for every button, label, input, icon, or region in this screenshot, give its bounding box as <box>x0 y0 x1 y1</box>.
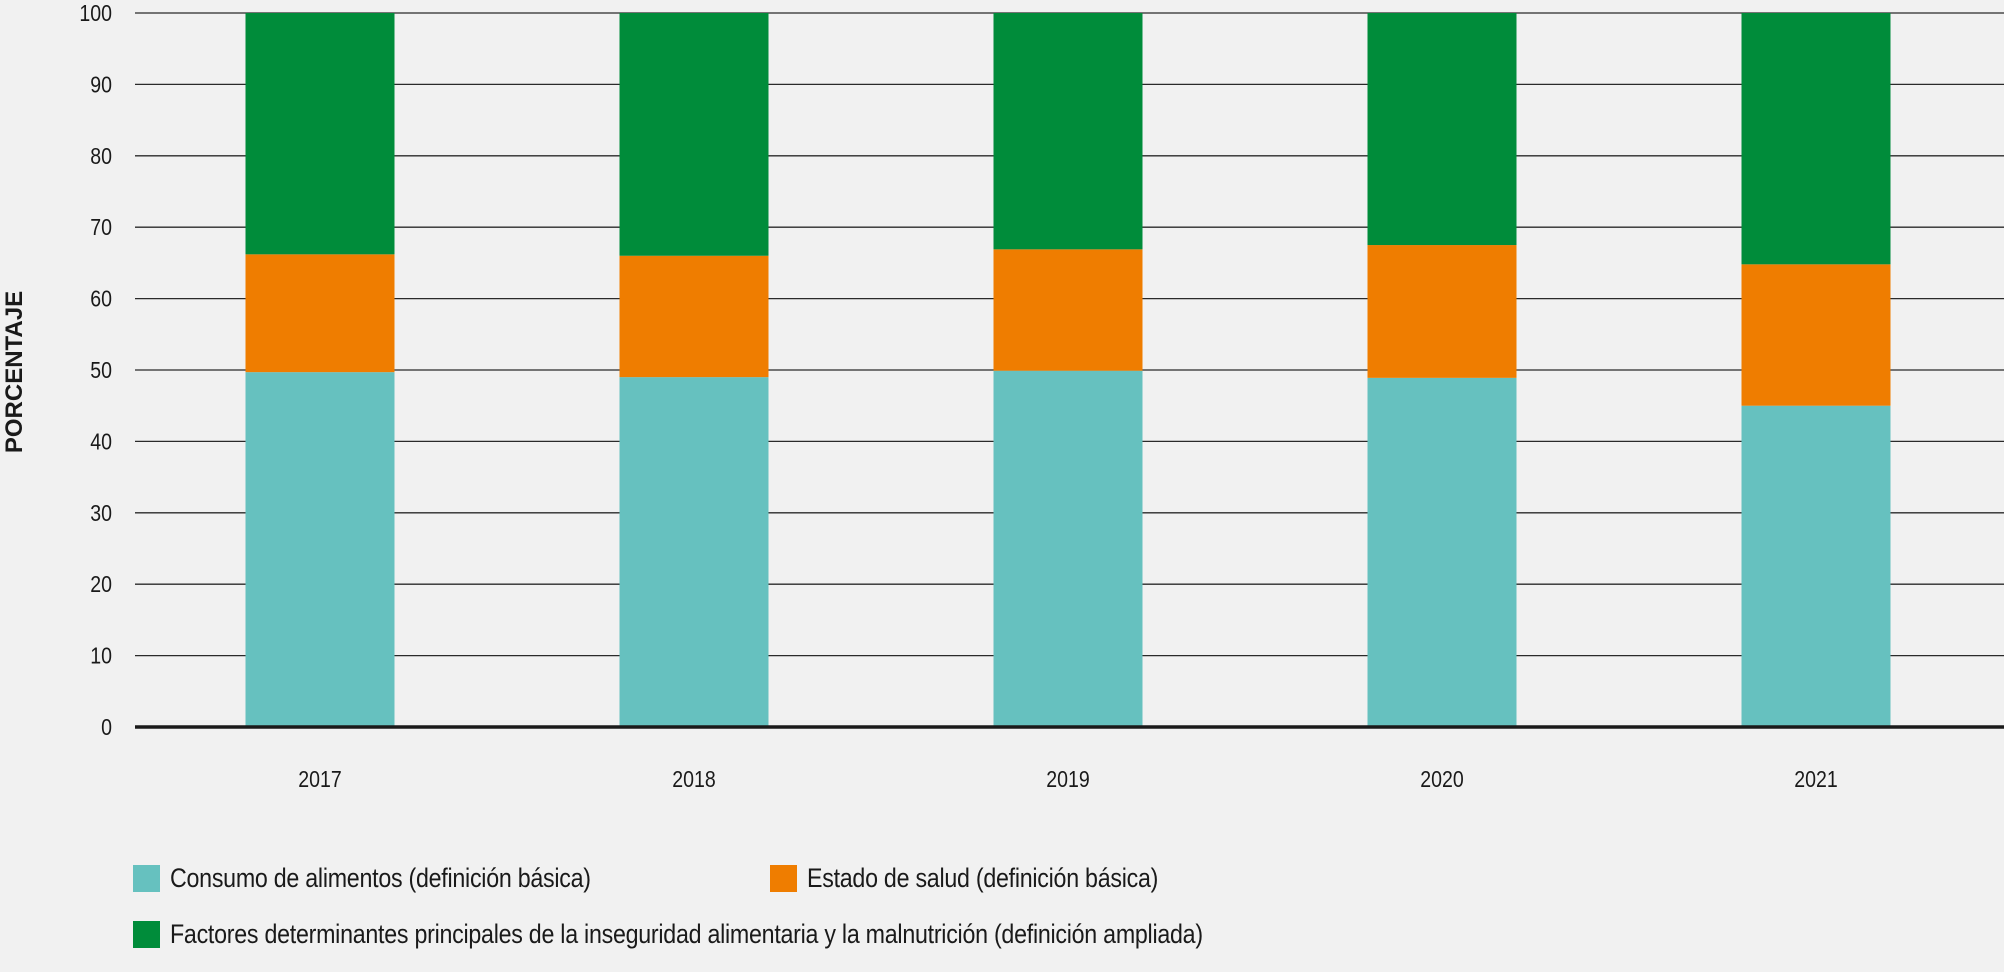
bar-stack-2017 <box>245 13 395 727</box>
bar-stack-2019 <box>993 13 1143 727</box>
bar-segment-consumo-2018 <box>619 377 769 727</box>
bar-stack-2021 <box>1741 13 1891 727</box>
legend-swatch-orange <box>770 864 797 892</box>
bar-segment-consumo-2019 <box>993 370 1143 727</box>
x-tick-label: 2018 <box>672 767 715 793</box>
y-tick-label: 40 <box>90 429 112 455</box>
y-tick-label: 90 <box>90 72 112 98</box>
bar-segment-salud-2019 <box>993 249 1143 371</box>
bar-segment-consumo-2021 <box>1741 405 1891 727</box>
x-axis-ticks: 2017 2018 2019 2020 2021 <box>298 767 1837 793</box>
bar-segment-factores-2018 <box>619 13 769 256</box>
legend-label: Factores determinantes principales de la… <box>170 918 1203 949</box>
legend: Consumo de alimentos (definición básica)… <box>133 860 1993 972</box>
x-tick-label: 2017 <box>298 767 341 793</box>
y-tick-label: 0 <box>101 715 112 741</box>
y-tick-label: 30 <box>90 500 112 526</box>
y-tick-label: 60 <box>90 286 112 312</box>
y-tick-label: 100 <box>79 1 112 27</box>
bar-segment-consumo-2020 <box>1367 377 1517 727</box>
bar-segment-factores-2019 <box>993 13 1143 250</box>
legend-item-consumo: Consumo de alimentos (definición básica) <box>133 863 659 894</box>
x-tick-label: 2019 <box>1046 767 1089 793</box>
bar-segment-salud-2018 <box>619 255 769 378</box>
legend-label: Consumo de alimentos (definición básica) <box>170 862 591 893</box>
bar-segment-factores-2017 <box>245 13 395 255</box>
y-tick-label: 70 <box>90 215 112 241</box>
legend-row-2: Factores determinantes principales de la… <box>133 916 1993 952</box>
bar-stack-2018 <box>619 13 769 727</box>
y-tick-label: 80 <box>90 143 112 169</box>
y-tick-label: 10 <box>90 643 112 669</box>
legend-item-salud: Estado de salud (definición básica) <box>770 863 1215 894</box>
bar-segment-salud-2021 <box>1741 264 1891 406</box>
y-tick-label: 50 <box>90 358 112 384</box>
y-axis-ticks: 0 10 20 30 40 50 60 70 80 90 100 <box>79 1 112 741</box>
bar-segment-salud-2017 <box>245 254 395 373</box>
y-tick-label: 20 <box>90 572 112 598</box>
bars <box>245 13 1891 727</box>
legend-swatch-green <box>133 920 160 948</box>
legend-item-factores: Factores determinantes principales de la… <box>133 919 1371 950</box>
bar-segment-factores-2021 <box>1741 13 1891 265</box>
x-tick-label: 2021 <box>1794 767 1837 793</box>
bar-segment-consumo-2017 <box>245 372 395 727</box>
legend-row-1: Consumo de alimentos (definición básica)… <box>133 860 1993 896</box>
bar-stack-2020 <box>1367 13 1517 727</box>
bar-segment-factores-2020 <box>1367 13 1517 246</box>
y-axis-label: PORCENTAJE <box>1 291 28 453</box>
bar-segment-salud-2020 <box>1367 245 1517 378</box>
legend-label: Estado de salud (definición básica) <box>807 862 1159 893</box>
legend-swatch-teal <box>133 864 160 892</box>
x-tick-label: 2020 <box>1420 767 1464 793</box>
